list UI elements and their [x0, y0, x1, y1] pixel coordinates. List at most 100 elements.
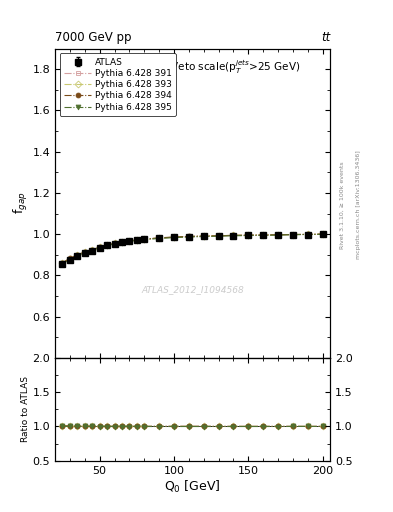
- Pythia 6.428 394: [127, 238, 132, 244]
- Pythia 6.428 391: [320, 231, 325, 237]
- Pythia 6.428 394: [60, 260, 65, 266]
- Pythia 6.428 393: [231, 232, 236, 239]
- Pythia 6.428 395: [83, 249, 87, 255]
- Pythia 6.428 395: [112, 241, 117, 247]
- Pythia 6.428 395: [276, 232, 281, 238]
- Pythia 6.428 395: [231, 232, 236, 239]
- Y-axis label: f$_{gap}$: f$_{gap}$: [12, 192, 29, 215]
- Pythia 6.428 393: [216, 232, 221, 239]
- Pythia 6.428 395: [261, 232, 266, 239]
- Pythia 6.428 391: [83, 249, 87, 255]
- Y-axis label: Ratio to ATLAS: Ratio to ATLAS: [20, 376, 29, 442]
- Line: Pythia 6.428 394: Pythia 6.428 394: [60, 232, 325, 265]
- Pythia 6.428 394: [134, 237, 139, 243]
- Pythia 6.428 393: [290, 231, 295, 238]
- Pythia 6.428 391: [246, 232, 251, 238]
- Line: Pythia 6.428 391: Pythia 6.428 391: [60, 232, 325, 266]
- Pythia 6.428 394: [216, 232, 221, 239]
- Pythia 6.428 391: [75, 252, 80, 259]
- Pythia 6.428 391: [142, 236, 147, 242]
- Pythia 6.428 395: [305, 231, 310, 238]
- Pythia 6.428 391: [119, 239, 124, 245]
- Pythia 6.428 393: [75, 252, 80, 258]
- Pythia 6.428 391: [201, 233, 206, 239]
- Pythia 6.428 393: [172, 234, 176, 240]
- Text: tt: tt: [321, 31, 330, 44]
- Pythia 6.428 395: [75, 253, 80, 259]
- Pythia 6.428 393: [201, 233, 206, 239]
- Pythia 6.428 394: [187, 233, 191, 240]
- Text: ATLAS_2012_I1094568: ATLAS_2012_I1094568: [141, 285, 244, 294]
- Pythia 6.428 391: [216, 232, 221, 239]
- Legend: ATLAS, Pythia 6.428 391, Pythia 6.428 393, Pythia 6.428 394, Pythia 6.428 395: ATLAS, Pythia 6.428 391, Pythia 6.428 39…: [59, 53, 176, 116]
- Pythia 6.428 394: [105, 242, 109, 248]
- Pythia 6.428 395: [60, 261, 65, 267]
- Pythia 6.428 395: [97, 245, 102, 251]
- Pythia 6.428 391: [187, 233, 191, 240]
- Pythia 6.428 391: [276, 231, 281, 238]
- Pythia 6.428 395: [142, 237, 147, 243]
- Pythia 6.428 395: [187, 234, 191, 240]
- Pythia 6.428 394: [290, 231, 295, 238]
- Pythia 6.428 394: [320, 231, 325, 237]
- Pythia 6.428 395: [172, 234, 176, 241]
- Pythia 6.428 393: [157, 235, 162, 241]
- Pythia 6.428 393: [112, 240, 117, 246]
- Text: 7000 GeV pp: 7000 GeV pp: [55, 31, 132, 44]
- Pythia 6.428 391: [261, 232, 266, 238]
- Pythia 6.428 391: [157, 235, 162, 241]
- Pythia 6.428 394: [231, 232, 236, 239]
- Pythia 6.428 393: [68, 256, 72, 262]
- Pythia 6.428 394: [276, 231, 281, 238]
- Line: Pythia 6.428 393: Pythia 6.428 393: [60, 232, 325, 265]
- Pythia 6.428 394: [246, 232, 251, 238]
- Pythia 6.428 395: [105, 243, 109, 249]
- Pythia 6.428 395: [134, 238, 139, 244]
- Pythia 6.428 394: [305, 231, 310, 238]
- Pythia 6.428 391: [105, 242, 109, 248]
- Pythia 6.428 394: [112, 240, 117, 246]
- Pythia 6.428 394: [75, 252, 80, 258]
- Pythia 6.428 391: [97, 244, 102, 250]
- Pythia 6.428 393: [127, 238, 132, 244]
- Text: Gap fraction vs  Veto scale(p$_T^{jets}$>25 GeV): Gap fraction vs Veto scale(p$_T^{jets}$>…: [85, 58, 300, 76]
- Pythia 6.428 395: [320, 231, 325, 238]
- Pythia 6.428 395: [157, 236, 162, 242]
- Pythia 6.428 395: [127, 238, 132, 244]
- Pythia 6.428 394: [119, 239, 124, 245]
- Pythia 6.428 394: [68, 255, 72, 262]
- Pythia 6.428 394: [157, 234, 162, 241]
- Pythia 6.428 391: [112, 241, 117, 247]
- Pythia 6.428 391: [90, 247, 95, 253]
- Pythia 6.428 393: [276, 231, 281, 238]
- X-axis label: Q$_0$ [GeV]: Q$_0$ [GeV]: [164, 478, 221, 495]
- Pythia 6.428 393: [134, 237, 139, 243]
- Pythia 6.428 395: [216, 233, 221, 239]
- Pythia 6.428 394: [97, 244, 102, 250]
- Pythia 6.428 395: [90, 247, 95, 253]
- Pythia 6.428 395: [246, 232, 251, 239]
- Pythia 6.428 394: [172, 234, 176, 240]
- Line: Pythia 6.428 395: Pythia 6.428 395: [60, 232, 325, 266]
- Pythia 6.428 391: [68, 256, 72, 262]
- Pythia 6.428 391: [172, 234, 176, 240]
- Pythia 6.428 391: [134, 237, 139, 243]
- Pythia 6.428 394: [83, 249, 87, 255]
- Pythia 6.428 395: [290, 231, 295, 238]
- Text: mcplots.cern.ch [arXiv:1306.3436]: mcplots.cern.ch [arXiv:1306.3436]: [356, 151, 361, 259]
- Pythia 6.428 391: [127, 238, 132, 244]
- Pythia 6.428 394: [201, 233, 206, 239]
- Pythia 6.428 393: [119, 239, 124, 245]
- Pythia 6.428 391: [290, 231, 295, 238]
- Pythia 6.428 393: [187, 233, 191, 240]
- Text: Rivet 3.1.10, ≥ 100k events: Rivet 3.1.10, ≥ 100k events: [340, 161, 345, 249]
- Pythia 6.428 394: [261, 232, 266, 238]
- Pythia 6.428 395: [201, 233, 206, 240]
- Pythia 6.428 393: [105, 242, 109, 248]
- Pythia 6.428 395: [68, 257, 72, 263]
- Pythia 6.428 393: [90, 247, 95, 253]
- Pythia 6.428 394: [142, 236, 147, 242]
- Pythia 6.428 393: [60, 260, 65, 266]
- Pythia 6.428 395: [119, 240, 124, 246]
- Pythia 6.428 393: [261, 232, 266, 238]
